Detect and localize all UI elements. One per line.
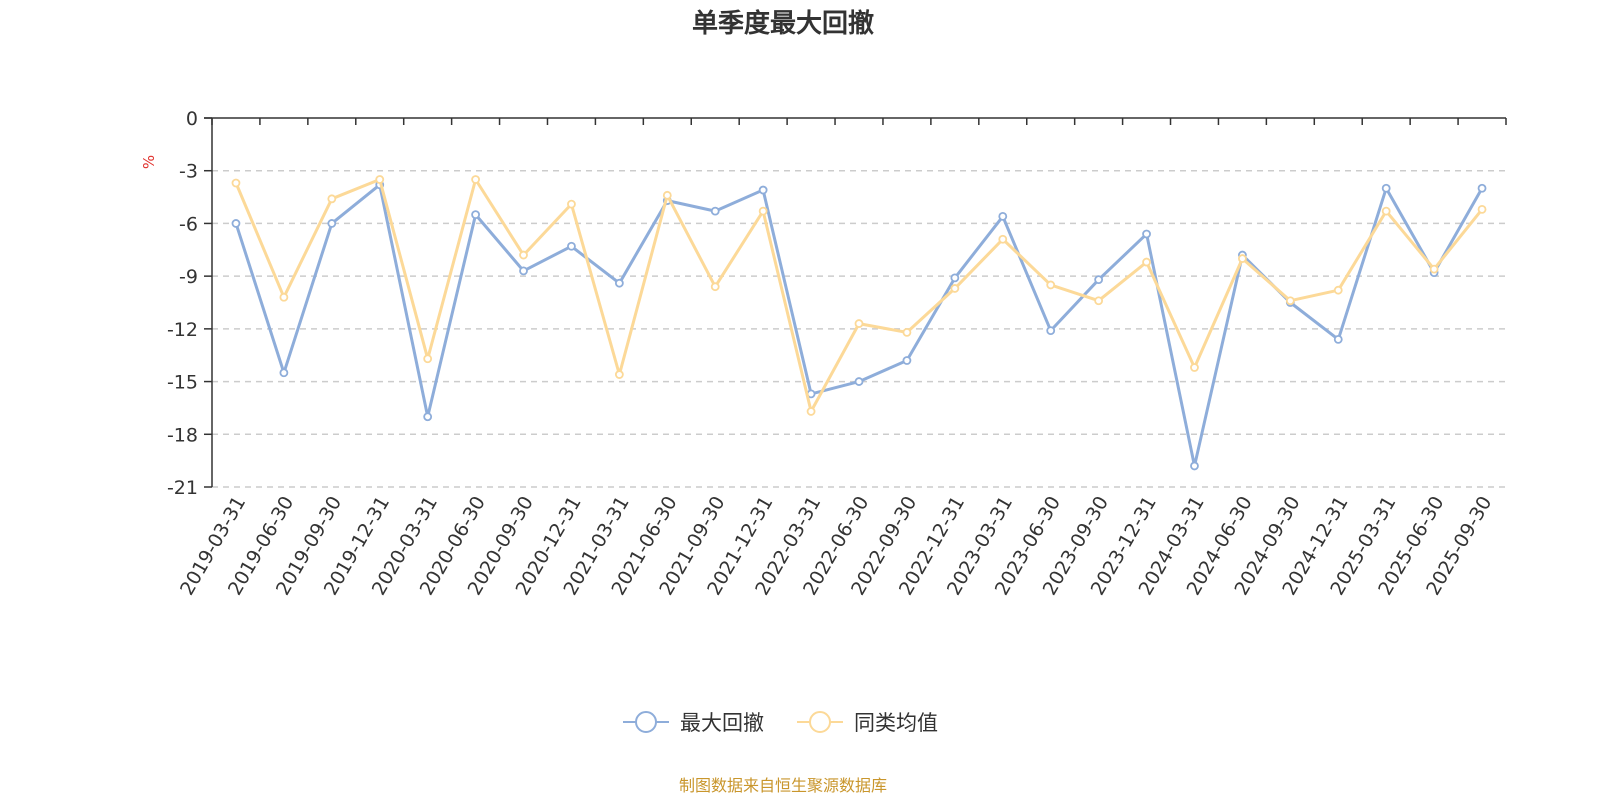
data-point[interactable] (1477, 183, 1487, 193)
data-point[interactable] (710, 206, 720, 216)
data-point[interactable] (1046, 326, 1056, 336)
legend-label: 最大回撤 (680, 711, 764, 735)
data-point[interactable] (710, 282, 720, 292)
data-point[interactable] (902, 327, 912, 337)
legend-marker (809, 711, 831, 733)
data-source-note: 制图数据来自恒生聚源数据库 (679, 776, 887, 795)
data-point[interactable] (1142, 257, 1151, 267)
data-point[interactable] (614, 278, 624, 288)
data-point[interactable] (519, 250, 528, 260)
data-point[interactable] (279, 292, 289, 302)
data-point[interactable] (1046, 280, 1056, 290)
data-point[interactable] (950, 284, 960, 293)
legend-item-1[interactable]: 最大回撤 (623, 711, 764, 735)
data-point[interactable] (327, 219, 337, 228)
y-tick-label: -3 (179, 161, 198, 183)
data-point[interactable] (1477, 204, 1487, 214)
data-point[interactable] (279, 368, 289, 378)
data-point[interactable] (998, 234, 1008, 244)
data-point[interactable] (1190, 461, 1199, 471)
data-point[interactable] (1238, 254, 1247, 263)
data-point[interactable] (1381, 206, 1391, 216)
data-point[interactable] (854, 319, 864, 328)
y-tick-label: -15 (167, 372, 198, 394)
y-axis-ticks: 0 -3 -6 -9 -12 -15 -18 -21 (167, 108, 212, 499)
series-2 (231, 175, 1487, 416)
data-point[interactable] (758, 206, 768, 216)
data-point[interactable] (327, 194, 337, 204)
data-point[interactable] (1333, 285, 1343, 295)
data-point[interactable] (950, 273, 960, 283)
data-point[interactable] (423, 412, 433, 422)
series-lines (231, 175, 1487, 471)
data-point[interactable] (567, 241, 576, 251)
y-axis-unit-label: % (140, 155, 158, 169)
data-point[interactable] (519, 266, 528, 276)
data-point[interactable] (567, 199, 576, 209)
y-tick-label: -9 (179, 266, 198, 288)
data-point[interactable] (231, 219, 241, 228)
y-tick-label: -21 (167, 477, 198, 499)
data-point[interactable] (471, 175, 480, 184)
legend[interactable]: 最大回撤 同类均值 (623, 711, 938, 735)
data-point[interactable] (1142, 229, 1151, 239)
data-point[interactable] (1381, 183, 1391, 193)
series-line (234, 178, 1484, 413)
data-point[interactable] (758, 185, 768, 195)
data-point[interactable] (998, 211, 1008, 221)
data-point[interactable] (1094, 275, 1104, 285)
y-tick-label: -18 (167, 424, 198, 446)
y-tick-label: -6 (179, 213, 198, 235)
data-point[interactable] (423, 354, 433, 364)
data-point[interactable] (1429, 264, 1439, 274)
axes (204, 117, 1506, 487)
data-point[interactable] (1190, 363, 1199, 372)
data-point[interactable] (375, 175, 385, 184)
y-tick-label: -12 (167, 319, 198, 341)
y-tick-label: 0 (186, 108, 198, 130)
legend-marker (635, 711, 657, 733)
legend-label: 同类均值 (854, 711, 938, 735)
data-point[interactable] (614, 370, 624, 379)
data-point[interactable] (902, 356, 912, 365)
data-point[interactable] (662, 190, 672, 200)
data-point[interactable] (1094, 296, 1104, 306)
grid-lines (212, 169, 1506, 488)
data-point[interactable] (854, 377, 864, 386)
data-point[interactable] (231, 178, 241, 188)
legend-item-2[interactable]: 同类均值 (797, 711, 938, 735)
data-point[interactable] (1285, 296, 1295, 306)
data-point[interactable] (806, 407, 816, 416)
data-point[interactable] (1333, 334, 1343, 344)
chart-title: 单季度最大回撤 (692, 8, 874, 39)
data-point[interactable] (471, 210, 480, 220)
